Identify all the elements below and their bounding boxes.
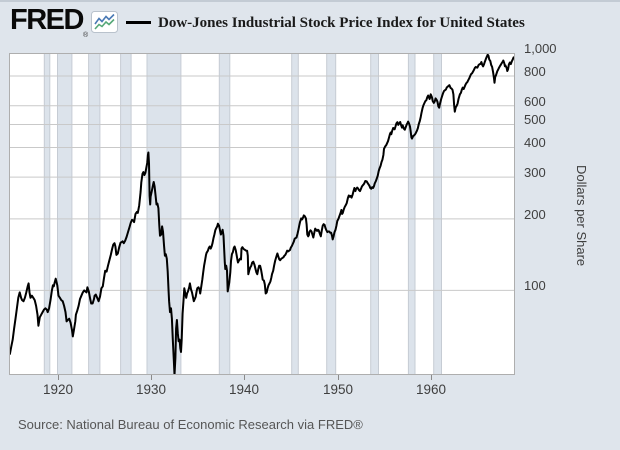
y-axis-tick-label: 800	[524, 64, 546, 79]
recession-band	[120, 53, 132, 375]
legend-line-swatch	[126, 21, 151, 24]
recession-band	[433, 53, 443, 375]
x-axis-tick-label: 1950	[322, 382, 354, 397]
plot-border	[9, 53, 515, 375]
recession-band	[370, 53, 380, 375]
x-axis-tick-label: 1930	[135, 382, 167, 397]
recession-band	[43, 53, 51, 375]
y-axis-title: Dollars per Share	[574, 165, 589, 267]
y-axis-tick-label: 400	[524, 135, 546, 151]
y-axis-tick-label: 500	[524, 112, 546, 128]
recession-band	[326, 53, 337, 375]
x-axis-tick-mark	[151, 375, 152, 380]
x-axis-tick-label: 1960	[415, 382, 447, 397]
chart-header: FRED® Dow-Jones Industrial Stock Price I…	[0, 2, 620, 46]
icon-line-blue	[94, 13, 115, 25]
source-note: Source: National Bureau of Economic Rese…	[18, 417, 363, 432]
recession-band	[218, 53, 231, 375]
recession-band	[407, 53, 416, 375]
y-axis-tick-label: 100	[524, 278, 546, 294]
fred-sparkline-icon[interactable]	[91, 11, 118, 33]
x-axis-tick-label: 1920	[42, 382, 74, 397]
legend-series-label: Dow-Jones Industrial Stock Price Index f…	[158, 15, 525, 31]
plot-area[interactable]	[9, 53, 515, 375]
recession-band	[291, 53, 299, 375]
registered-mark: ®	[82, 32, 89, 39]
icon-line-green	[94, 18, 115, 30]
y-axis-tick-label: 600	[524, 93, 546, 109]
x-axis-tick-mark	[338, 375, 339, 380]
fred-logo[interactable]: FRED®	[10, 4, 89, 40]
recession-band	[146, 53, 182, 375]
y-axis-tick-label: 300	[524, 165, 546, 181]
x-axis-tick-mark	[431, 375, 432, 380]
x-axis-tick-mark	[58, 375, 59, 380]
x-axis-tick-label: 1940	[228, 382, 260, 397]
recession-band	[88, 53, 101, 375]
data-line	[9, 53, 515, 375]
x-axis-tick-mark	[244, 375, 245, 380]
y-axis-tick-label: 1,000	[524, 41, 557, 56]
y-axis-tick-label: 200	[524, 206, 546, 222]
recession-band	[57, 53, 73, 375]
